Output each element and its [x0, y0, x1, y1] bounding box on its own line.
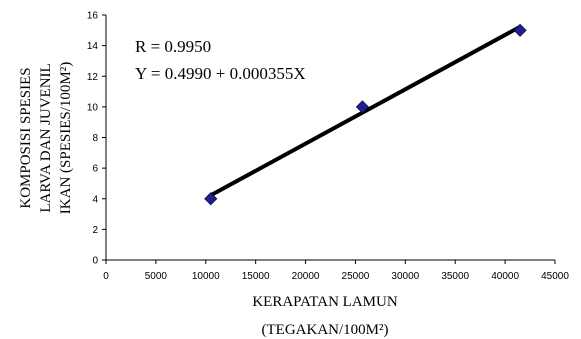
y-axis-title-line-2: LARVA DAN JUVENIL: [38, 63, 54, 212]
y-tick-label: 2: [92, 225, 98, 236]
x-axis-title-line-1: KERAPATAN LAMUN: [252, 294, 398, 310]
x-axis-ticks: 0 5000 10000 15000 20000 25000 30000 35000 40000…: [103, 260, 569, 282]
y-tick-label: 6: [92, 164, 98, 175]
x-tick-label: 20000: [292, 271, 320, 282]
x-tick-label: 45000: [541, 271, 569, 282]
data-point-diamond: [355, 100, 369, 114]
y-tick-label: 16: [87, 11, 99, 22]
y-tick-label: 4: [92, 194, 98, 205]
r-value-annotation: R = 0.9950: [135, 37, 211, 56]
x-tick-label: 15000: [242, 271, 270, 282]
y-axis-title-line-1: KOMPOSISI SPESIES: [18, 67, 34, 208]
x-tick-label: 30000: [391, 271, 419, 282]
y-tick-label: 12: [87, 72, 99, 83]
x-tick-label: 35000: [441, 271, 469, 282]
x-tick-label: 25000: [342, 271, 370, 282]
y-tick-label: 0: [92, 256, 98, 267]
data-point-diamond: [204, 192, 218, 206]
data-point-diamond: [513, 23, 527, 37]
x-axis-title-line-2: (TEGAKAN/100M²): [262, 322, 389, 338]
y-tick-label: 14: [87, 41, 99, 52]
y-tick-label: 10: [87, 102, 99, 113]
x-tick-label: 0: [103, 271, 109, 282]
y-tick-label: 8: [92, 133, 98, 144]
trendline: [209, 25, 522, 198]
y-axis-ticks: 0 2 4 6 8 10 12 14 16: [87, 11, 106, 267]
regression-equation-annotation: Y = 0.4990 + 0.000355X: [135, 64, 306, 83]
x-tick-label: 10000: [192, 271, 220, 282]
y-axis-title-line-3: IKAN (SPESIES/100M²): [58, 62, 74, 214]
x-tick-label: 5000: [145, 271, 168, 282]
data-points: [204, 23, 527, 206]
x-tick-label: 40000: [491, 271, 519, 282]
